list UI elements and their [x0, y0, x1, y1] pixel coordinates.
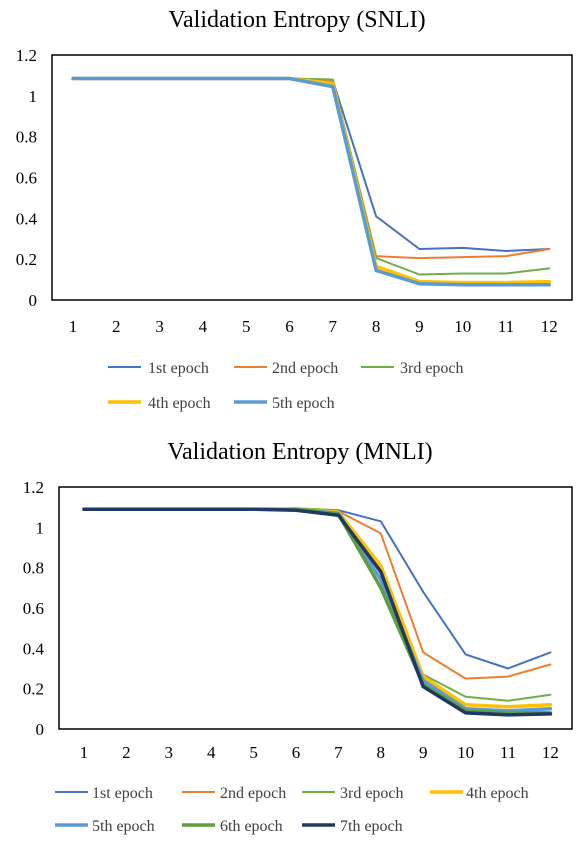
x-tick-label: 11: [500, 743, 516, 762]
y-tick-label: 0.6: [23, 599, 44, 618]
x-tick-label: 6: [285, 317, 294, 336]
x-tick-label: 8: [377, 743, 386, 762]
x-tick-label: 1: [80, 743, 89, 762]
x-tick-label: 8: [372, 317, 381, 336]
chart-title: Validation Entropy (MNLI): [167, 439, 432, 465]
y-tick-label: 1: [29, 87, 38, 106]
legend-label: 6th epoch: [220, 818, 283, 835]
legend-label: 4th epoch: [466, 785, 529, 802]
legend-label: 3rd epoch: [340, 785, 404, 802]
chart-2: Validation Entropy (MNLI)00.20.40.60.811…: [23, 439, 573, 835]
x-tick-label: 3: [155, 317, 164, 336]
y-tick-label: 1.2: [16, 46, 37, 65]
y-tick-label: 0.6: [16, 169, 37, 188]
y-tick-label: 0.2: [23, 680, 44, 699]
y-tick-label: 0: [29, 291, 38, 310]
series-line-3rd-epoch: [83, 507, 552, 702]
x-tick-label: 4: [199, 317, 208, 336]
y-tick-label: 0.4: [16, 209, 38, 228]
x-tick-label: 10: [457, 743, 474, 762]
x-tick-label: 1: [69, 317, 78, 336]
legend-label: 2nd epoch: [220, 785, 286, 802]
chart-1: Validation Entropy (SNLI)00.20.40.60.811…: [16, 7, 573, 412]
legend-label: 1st epoch: [92, 785, 153, 802]
x-tick-label: 3: [165, 743, 174, 762]
series-line-3rd-epoch: [72, 77, 551, 276]
x-tick-label: 6: [292, 743, 301, 762]
series-line-2nd-epoch: [83, 508, 552, 680]
x-tick-label: 5: [249, 743, 258, 762]
x-tick-label: 2: [112, 317, 121, 336]
y-tick-label: 0.8: [16, 128, 37, 147]
series-line-6th-epoch: [82, 507, 553, 715]
chart-title: Validation Entropy (SNLI): [168, 7, 425, 33]
legend-label: 3rd epoch: [400, 360, 464, 377]
legend-label: 5th epoch: [92, 818, 155, 835]
legend-label: 7th epoch: [340, 818, 403, 835]
series-line-5th-epoch: [71, 76, 552, 287]
x-tick-label: 7: [334, 743, 343, 762]
legend-label: 4th epoch: [148, 395, 211, 412]
plot-area-frame: [51, 54, 573, 301]
x-tick-label: 11: [498, 317, 514, 336]
series-line-7th-epoch: [82, 507, 553, 717]
y-tick-label: 1: [36, 518, 45, 537]
x-tick-label: 12: [541, 317, 558, 336]
series-line-1st-epoch: [83, 508, 552, 670]
x-tick-label: 12: [542, 743, 559, 762]
x-tick-label: 7: [329, 317, 338, 336]
x-tick-label: 9: [415, 317, 424, 336]
y-tick-label: 0.2: [16, 250, 37, 269]
series-line-2nd-epoch: [72, 77, 551, 260]
x-tick-label: 10: [454, 317, 471, 336]
x-tick-label: 4: [207, 743, 216, 762]
series-line-5th-epoch: [82, 507, 553, 713]
legend-label: 5th epoch: [272, 395, 335, 412]
y-tick-label: 0.4: [23, 639, 45, 658]
x-tick-label: 5: [242, 317, 251, 336]
y-tick-label: 0: [36, 720, 45, 739]
x-tick-label: 2: [122, 743, 131, 762]
plot-area-frame: [58, 486, 573, 730]
series-line-1st-epoch: [72, 77, 551, 252]
legend-label: 1st epoch: [148, 360, 209, 377]
y-tick-label: 1.2: [23, 478, 44, 497]
x-tick-label: 9: [419, 743, 428, 762]
legend-label: 2nd epoch: [272, 360, 338, 377]
y-tick-label: 0.8: [23, 559, 44, 578]
series-line-4th-epoch: [71, 76, 552, 285]
